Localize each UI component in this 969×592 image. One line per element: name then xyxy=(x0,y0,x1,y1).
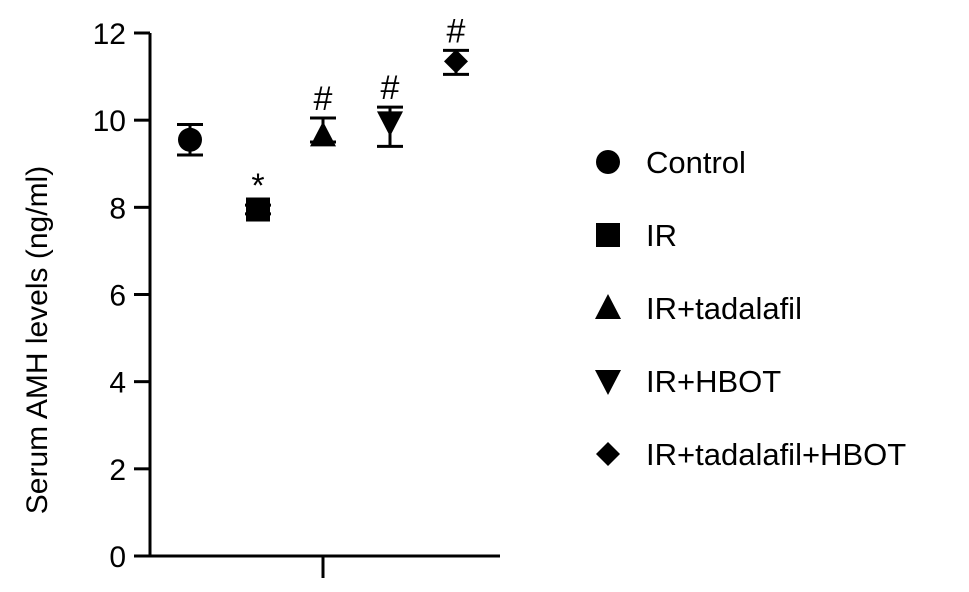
point-ir-hbot xyxy=(377,111,403,137)
significance-label-ir: * xyxy=(251,167,264,205)
y-axis-label: Serum AMH levels (ng/ml) xyxy=(21,166,54,514)
legend-label-ir-tadalafil-hbot: IR+tadalafil+HBOT xyxy=(646,437,906,472)
point-control xyxy=(178,127,202,152)
legend-label-ir: IR xyxy=(646,218,677,253)
y-tick-label-8: 8 xyxy=(109,192,126,225)
point-group-ir: * xyxy=(245,167,271,222)
legend-marker-ir-tadalafil xyxy=(595,294,621,319)
legend-label-ir-hbot: IR+HBOT xyxy=(646,364,781,399)
y-tick-label-10: 10 xyxy=(93,105,126,138)
legend-item-ir-hbot: IR+HBOT xyxy=(595,364,781,399)
y-tick-label-6: 6 xyxy=(109,280,126,313)
point-group-ir-hbot: # xyxy=(377,69,403,148)
point-ir-tadalafil-hbot xyxy=(444,49,468,74)
legend-marker-ir xyxy=(596,223,620,247)
legend-item-ir-tadalafil-hbot: IR+tadalafil+HBOT xyxy=(596,437,906,472)
point-ir xyxy=(246,197,270,222)
legend-item-control: Control xyxy=(596,145,746,180)
legend-item-ir-tadalafil: IR+tadalafil xyxy=(595,291,802,326)
y-tick-label-4: 4 xyxy=(109,367,126,400)
significance-label-ir-hbot: # xyxy=(381,69,400,107)
legend-label-ir-tadalafil: IR+tadalafil xyxy=(646,291,802,326)
point-group-ir-tadalafil: # xyxy=(310,80,336,147)
axes: 0 2 4 6 8 10 12 xyxy=(93,18,500,578)
legend-item-ir: IR xyxy=(596,218,677,253)
y-tick-label-2: 2 xyxy=(109,454,126,487)
significance-label-ir-tadalafil-hbot: # xyxy=(447,12,466,50)
legend: Control IR IR+tadalafil IR+HBOT IR+tadalafil… xyxy=(595,145,906,472)
y-tick-label-0: 0 xyxy=(109,541,126,574)
y-tick-label-12: 12 xyxy=(93,18,126,51)
point-group-control xyxy=(177,123,203,157)
point-group-ir-tadalafil-hbot: # xyxy=(443,12,469,76)
legend-label-control: Control xyxy=(646,145,746,180)
legend-marker-ir-tadalafil-hbot xyxy=(596,442,620,466)
data-marks: * # # # xyxy=(177,12,469,222)
significance-label-ir-tadalafil: # xyxy=(314,80,333,118)
legend-marker-control xyxy=(596,150,620,174)
point-ir-tadalafil xyxy=(310,121,336,147)
legend-marker-ir-hbot xyxy=(595,370,621,395)
